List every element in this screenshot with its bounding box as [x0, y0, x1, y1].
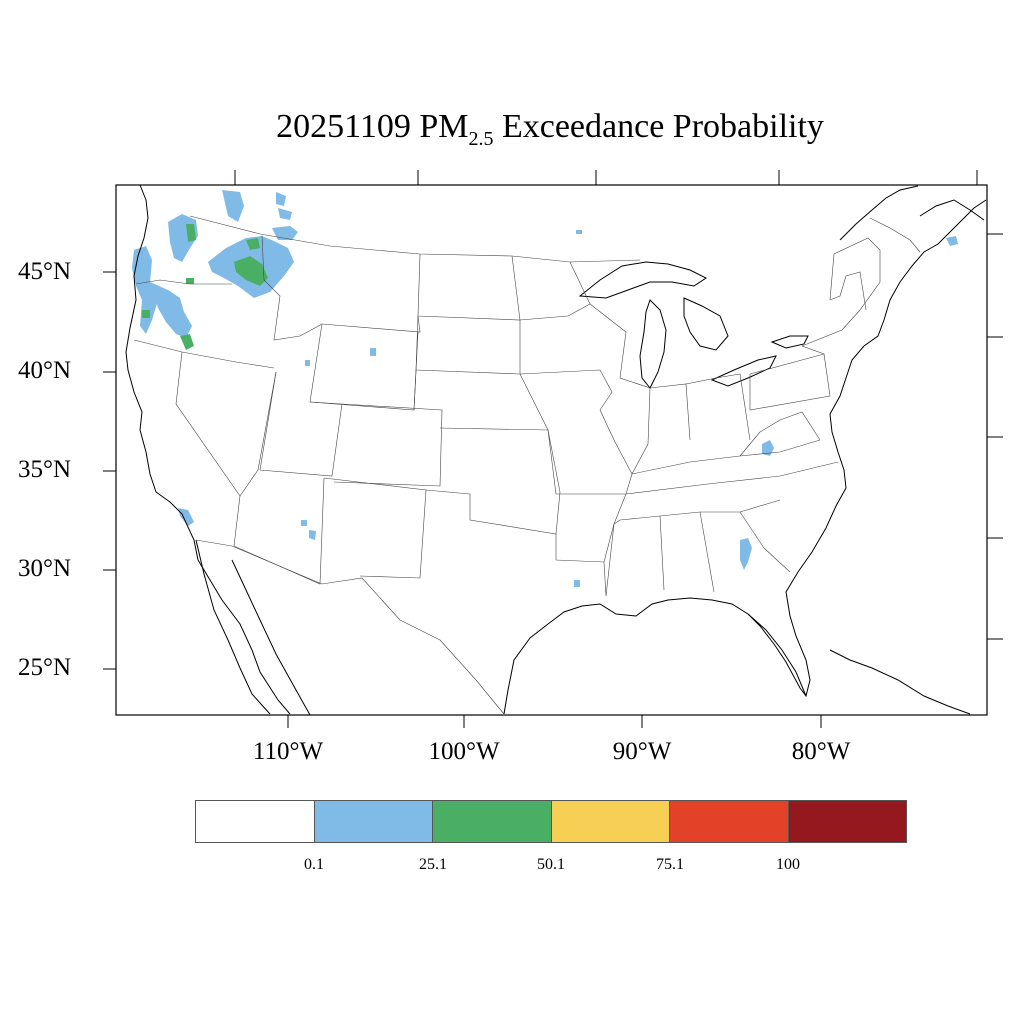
fill-arizona-2: [309, 530, 316, 540]
colorbar-label-3: 75.1: [656, 856, 684, 873]
cuba-outline: [829, 649, 971, 715]
lake-huron-outline: [683, 297, 729, 351]
florida-outline: [747, 613, 807, 697]
fill-washington-north: [222, 190, 244, 222]
fill-idaho-north: [272, 226, 298, 240]
map-title: 20251109 PM2.5 Exceedance Probability: [0, 108, 1024, 151]
fill-green-oregon-mid: [186, 278, 194, 284]
fill-wyoming: [370, 348, 376, 356]
colorbar: [195, 800, 907, 843]
lake-superior-outline: [578, 261, 707, 299]
lon-label-110w: 110°W: [252, 738, 324, 765]
lon-label-100w: 100°W: [428, 738, 500, 765]
probability-fills: [132, 190, 958, 587]
lake-erie-outline: [710, 355, 777, 387]
fill-green-washington: [186, 224, 196, 242]
colorbar-swatch-0: [196, 801, 315, 842]
bottom-ticks: [287, 715, 822, 728]
fill-oregon-coast: [132, 246, 158, 334]
lake-michigan-outline: [639, 299, 667, 389]
map-frame: [115, 184, 988, 716]
gulf-coastline: [503, 199, 987, 715]
fill-wa-small-2: [278, 208, 292, 220]
fill-oregon-inland: [150, 282, 192, 338]
fill-louisiana: [574, 580, 580, 587]
state-boundaries: [133, 215, 921, 715]
lat-label-35n: 35°N: [18, 456, 72, 483]
lon-label-90w: 90°W: [612, 738, 672, 765]
left-ticks: [103, 271, 116, 670]
title-date: 20251109: [276, 108, 411, 145]
fill-green-idaho-north: [246, 238, 260, 250]
lat-label-45n: 45°N: [18, 258, 72, 285]
lat-label-25n: 25°N: [18, 654, 72, 681]
lon-label-80w: 80°W: [791, 738, 851, 765]
canada-coast: [839, 185, 985, 241]
fill-green-idaho: [234, 256, 268, 286]
title-suffix: Exceedance Probability: [501, 108, 824, 145]
top-ticks: [234, 170, 978, 185]
colorbar-label-0: 0.1: [304, 856, 324, 873]
gulf-california-coast: [231, 559, 311, 716]
fill-kentucky: [762, 440, 774, 456]
colorbar-label-1: 25.1: [419, 856, 447, 873]
colorbar-swatch-4: [670, 801, 789, 842]
colorbar-swatch-1: [314, 801, 433, 842]
lake-ontario-outline: [770, 335, 809, 349]
right-ticks: [987, 233, 1003, 640]
lat-label-40n: 40°N: [18, 357, 72, 384]
fill-arizona-1: [301, 520, 307, 526]
fill-georgia: [740, 538, 752, 570]
title-pm: PM: [419, 108, 469, 145]
pacific-coastline: [125, 184, 291, 715]
fill-wa-small-1: [276, 192, 286, 206]
fill-green-oregon-coast: [142, 310, 150, 318]
title-pm-subscript: 2.5: [468, 127, 494, 150]
baja-coastline: [195, 539, 271, 715]
colorbar-swatch-3: [551, 801, 670, 842]
coastlines: [125, 184, 987, 716]
fill-new-brunswick: [946, 236, 958, 246]
fill-lake-superior: [576, 230, 582, 234]
fill-green-oregon: [180, 334, 194, 350]
lat-label-30n: 30°N: [18, 555, 72, 582]
colorbar-label-2: 50.1: [537, 856, 565, 873]
fill-utah: [305, 360, 310, 366]
fill-so-cal: [178, 508, 194, 526]
colorbar-label-4: 100: [776, 856, 800, 873]
colorbar-swatch-5: [788, 801, 906, 842]
colorbar-swatch-2: [433, 801, 552, 842]
